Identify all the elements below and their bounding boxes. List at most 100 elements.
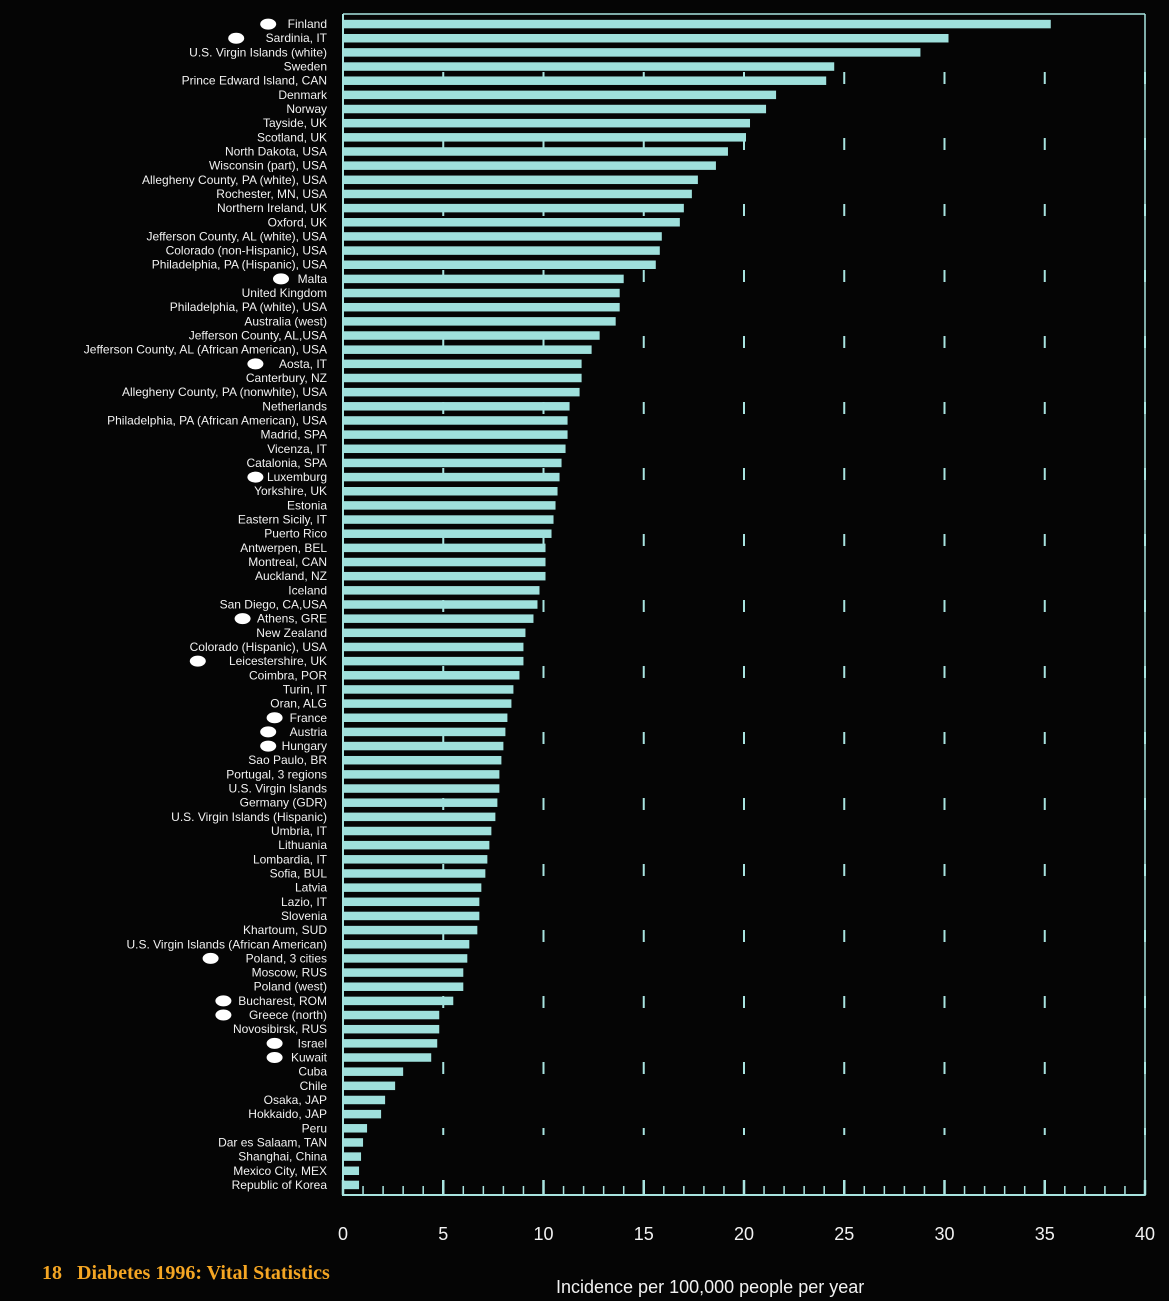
bar bbox=[343, 1024, 440, 1034]
category-label: Turin, IT bbox=[283, 682, 328, 696]
bar bbox=[343, 855, 488, 864]
category-label: Catalonia, SPA bbox=[247, 456, 328, 470]
bar bbox=[343, 331, 600, 340]
bar bbox=[343, 685, 514, 694]
category-label: Allegheny County, PA (white), USA bbox=[142, 173, 327, 187]
bar bbox=[343, 656, 524, 666]
category-label: Poland, 3 cities bbox=[246, 951, 327, 965]
category-label: Greece (north) bbox=[249, 1008, 327, 1022]
category-label: Puerto Rico bbox=[264, 527, 327, 541]
bar bbox=[343, 1109, 382, 1119]
bar bbox=[343, 1010, 440, 1020]
bar bbox=[343, 982, 464, 991]
category-label: Netherlands bbox=[262, 399, 327, 413]
category-label: Sweden bbox=[284, 60, 327, 74]
category-label: Moscow, RUS bbox=[252, 966, 327, 980]
category-label: U.S. Virgin Islands bbox=[229, 782, 328, 796]
bar bbox=[343, 897, 480, 907]
category-label: North Dakota, USA bbox=[225, 144, 327, 158]
bar bbox=[343, 968, 464, 977]
category-label: New Zealand bbox=[256, 626, 327, 640]
bar bbox=[343, 1053, 432, 1062]
bar bbox=[343, 642, 524, 652]
category-label: U.S. Virgin Islands (African American) bbox=[126, 937, 327, 951]
category-label: Sardinia, IT bbox=[266, 31, 328, 45]
grid-lines bbox=[442, 72, 1146, 1135]
bar bbox=[343, 302, 620, 312]
category-label: Cuba bbox=[298, 1065, 327, 1079]
category-label: Philadelphia, PA (African American), USA bbox=[107, 413, 327, 427]
bar bbox=[343, 444, 566, 454]
bar bbox=[343, 954, 468, 963]
bar bbox=[343, 1039, 438, 1048]
category-label: U.S. Virgin Islands (white) bbox=[189, 45, 327, 59]
x-tick-label: 15 bbox=[634, 1224, 654, 1244]
bar bbox=[343, 671, 520, 680]
category-markers bbox=[189, 18, 289, 1064]
category-label: Yorkshire, UK bbox=[254, 484, 327, 498]
marker-dot bbox=[202, 952, 219, 964]
category-label: Oran, ALG bbox=[270, 697, 327, 711]
category-label: Khartoum, SUD bbox=[243, 923, 327, 937]
category-label: Colorado (non-Hispanic), USA bbox=[166, 244, 327, 258]
marker-dot bbox=[228, 32, 245, 44]
bar bbox=[343, 104, 767, 114]
bar bbox=[343, 784, 500, 793]
bar bbox=[343, 826, 492, 836]
bar bbox=[343, 161, 716, 170]
bar bbox=[343, 515, 554, 524]
bar bbox=[343, 62, 835, 71]
bar bbox=[343, 76, 827, 85]
category-label: Wisconsin (part), USA bbox=[209, 159, 327, 173]
bar bbox=[343, 1180, 360, 1190]
marker-dot bbox=[260, 18, 277, 30]
category-label: Latvia bbox=[295, 881, 327, 895]
bar bbox=[343, 402, 570, 411]
bar bbox=[343, 699, 512, 708]
category-label: Estonia bbox=[287, 498, 327, 512]
publication-title: Diabetes 1996: Vital Statistics bbox=[77, 1262, 330, 1284]
bar bbox=[343, 1152, 362, 1161]
bar bbox=[343, 798, 498, 807]
category-label: Israel bbox=[298, 1036, 327, 1050]
x-axis-label: Incidence per 100,000 people per year bbox=[556, 1277, 865, 1297]
category-label: Lithuania bbox=[278, 838, 327, 852]
category-label: U.S. Virgin Islands (Hispanic) bbox=[171, 810, 327, 824]
x-tick-label: 5 bbox=[438, 1224, 448, 1244]
category-label: Northern Ireland, UK bbox=[217, 201, 327, 215]
bar bbox=[343, 940, 470, 949]
category-label: Oxford, UK bbox=[268, 215, 327, 229]
bar bbox=[343, 246, 660, 255]
category-label: Hungary bbox=[282, 739, 327, 753]
category-label: Osaka, JAP bbox=[264, 1093, 327, 1107]
category-label: Slovenia bbox=[281, 909, 327, 923]
marker-dot bbox=[215, 995, 232, 1007]
bar bbox=[343, 869, 486, 878]
marker-dot bbox=[247, 358, 264, 370]
axes bbox=[341, 13, 1147, 1196]
category-label: Bucharest, ROM bbox=[238, 994, 327, 1008]
bar bbox=[343, 571, 546, 581]
category-label: Colorado (Hispanic), USA bbox=[190, 640, 327, 654]
x-tick-label: 25 bbox=[834, 1224, 854, 1244]
category-label: Scotland, UK bbox=[257, 130, 327, 144]
bar bbox=[343, 345, 592, 354]
category-label: Prince Edward Island, CAN bbox=[182, 74, 327, 88]
category-label: Kuwait bbox=[291, 1051, 328, 1065]
category-label: Chile bbox=[300, 1079, 328, 1093]
x-tick-label: 20 bbox=[734, 1224, 754, 1244]
bar bbox=[343, 487, 558, 496]
bar bbox=[343, 996, 454, 1006]
bar bbox=[343, 713, 508, 722]
bar bbox=[343, 373, 582, 383]
category-label: Portugal, 3 regions bbox=[226, 767, 327, 781]
marker-dot bbox=[215, 1009, 232, 1021]
category-label: Mexico City, MEX bbox=[233, 1164, 327, 1178]
x-tick-label: 35 bbox=[1035, 1224, 1055, 1244]
marker-dot bbox=[247, 471, 264, 483]
bar bbox=[343, 359, 582, 369]
bar bbox=[343, 812, 496, 822]
bar bbox=[343, 203, 684, 213]
